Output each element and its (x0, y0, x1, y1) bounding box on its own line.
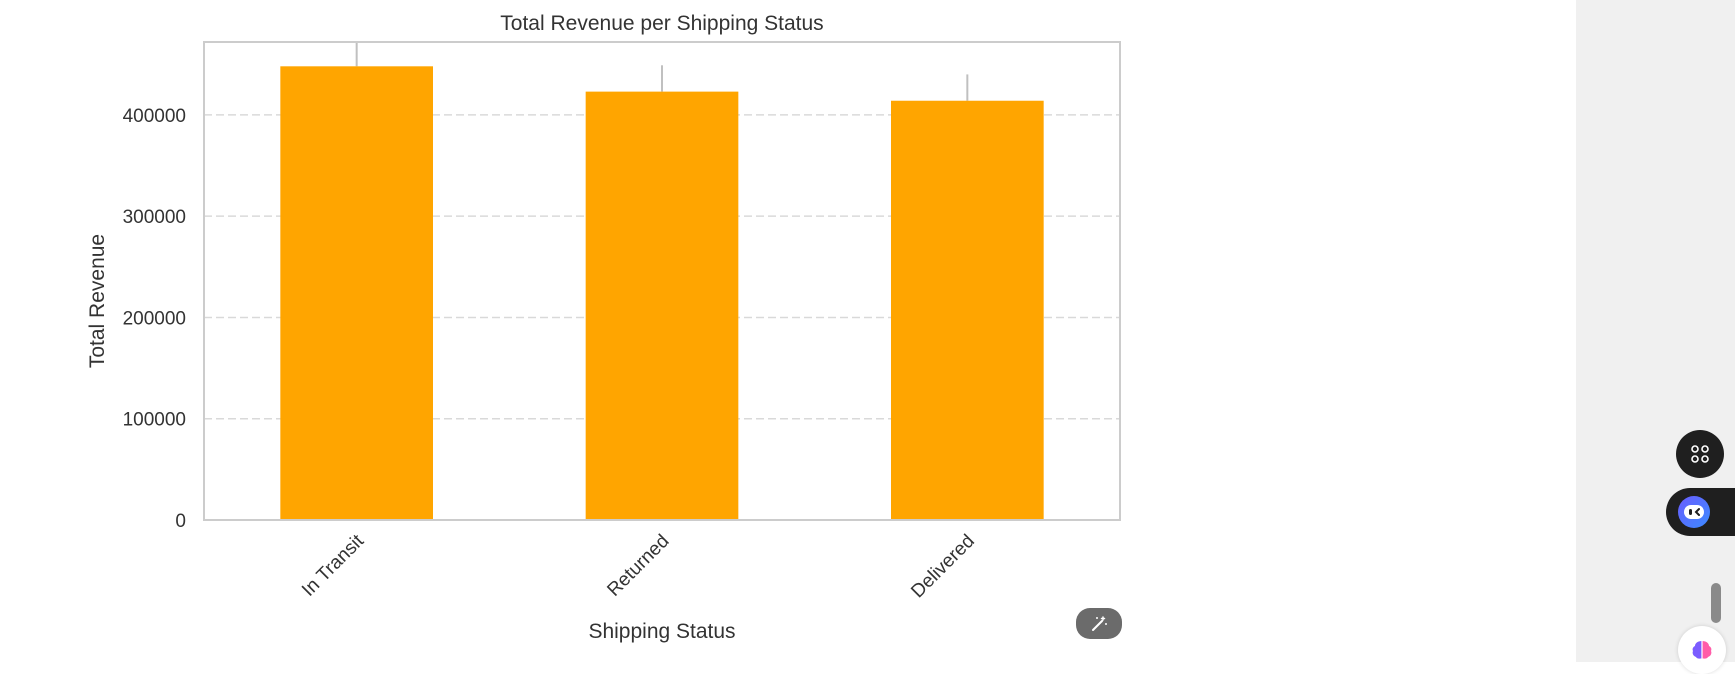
x-tick-label: Delivered (907, 531, 979, 603)
assistant-face-icon (1678, 496, 1710, 528)
plot-frame (203, 41, 1121, 521)
chart-title: Total Revenue per Shipping Status (500, 12, 823, 35)
error-bar-layer (355, 40, 969, 101)
assistant-launcher[interactable] (1666, 488, 1735, 536)
magic-wand-button[interactable] (1076, 608, 1122, 639)
y-axis-label: Total Revenue (86, 234, 109, 368)
command-menu-button[interactable] (1676, 430, 1724, 478)
x-axis-label: Shipping Status (588, 620, 735, 643)
y-tick-label: 400000 (123, 106, 186, 127)
brain-button[interactable] (1678, 626, 1726, 674)
x-tick-label: Returned (603, 531, 673, 601)
magic-wand-icon (1092, 615, 1107, 631)
bar (585, 91, 739, 521)
command-icon (1691, 445, 1709, 463)
brain-icon (1692, 641, 1712, 659)
scrollbar-thumb[interactable] (1711, 583, 1721, 623)
y-tick-label: 200000 (123, 308, 186, 329)
main-pane: 0 100000 200000 300000 400000 In Transit Retu… (86, 12, 1122, 643)
x-tick-layer: In Transit Returned Delivered (298, 530, 979, 602)
y-tick-label: 0 (175, 511, 186, 532)
side-panel (1576, 0, 1735, 662)
bar (891, 100, 1044, 520)
bar-chart: 0 100000 200000 300000 400000 In Transit Retu… (86, 12, 1121, 643)
x-tick-label: In Transit (298, 530, 369, 601)
bar-layer (280, 66, 1044, 521)
y-tick-layer: 0 100000 200000 300000 400000 (123, 106, 186, 532)
y-tick-label: 300000 (123, 207, 186, 228)
bar (280, 66, 433, 520)
y-tick-label: 100000 (123, 410, 186, 431)
